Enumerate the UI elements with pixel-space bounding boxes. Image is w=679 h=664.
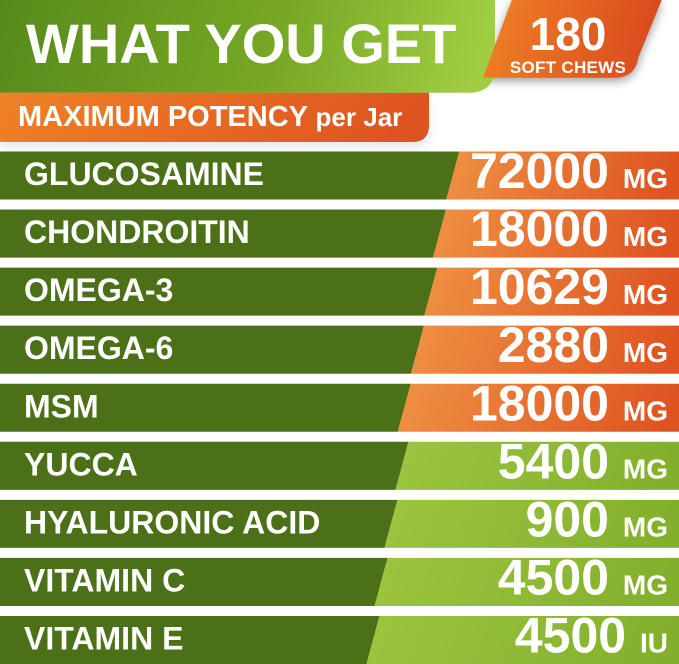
svg-text:900 MG: 900 MG (526, 491, 668, 547)
svg-text:10629 MG: 10629 MG (470, 259, 668, 315)
svg-text:MSM: MSM (24, 388, 99, 424)
svg-text:2880 MG: 2880 MG (498, 317, 668, 373)
svg-text:5400 MG: 5400 MG (498, 433, 668, 489)
svg-text:4500 MG: 4500 MG (498, 550, 668, 606)
svg-text:SOFT CHEWS: SOFT CHEWS (510, 58, 626, 77)
svg-text:180: 180 (530, 8, 607, 60)
svg-text:WHAT YOU GET: WHAT YOU GET (26, 12, 456, 75)
svg-text:YUCCA: YUCCA (24, 446, 138, 482)
svg-text:72000 MG: 72000 MG (470, 143, 668, 199)
svg-text:GLUCOSAMINE: GLUCOSAMINE (24, 156, 264, 192)
svg-text:OMEGA-3: OMEGA-3 (24, 272, 173, 308)
svg-text:18000 MG: 18000 MG (470, 201, 668, 257)
svg-text:18000 MG: 18000 MG (470, 375, 668, 431)
svg-text:MAXIMUM POTENCY per Jar: MAXIMUM POTENCY per Jar (18, 101, 402, 133)
svg-text:HYALURONIC ACID: HYALURONIC ACID (24, 504, 320, 540)
svg-text:VITAMIN E: VITAMIN E (24, 621, 183, 657)
svg-text:VITAMIN C: VITAMIN C (24, 563, 185, 599)
svg-text:4500 IU: 4500 IU (515, 608, 668, 664)
svg-text:OMEGA-6: OMEGA-6 (24, 330, 173, 366)
svg-text:CHONDROITIN: CHONDROITIN (24, 214, 250, 250)
